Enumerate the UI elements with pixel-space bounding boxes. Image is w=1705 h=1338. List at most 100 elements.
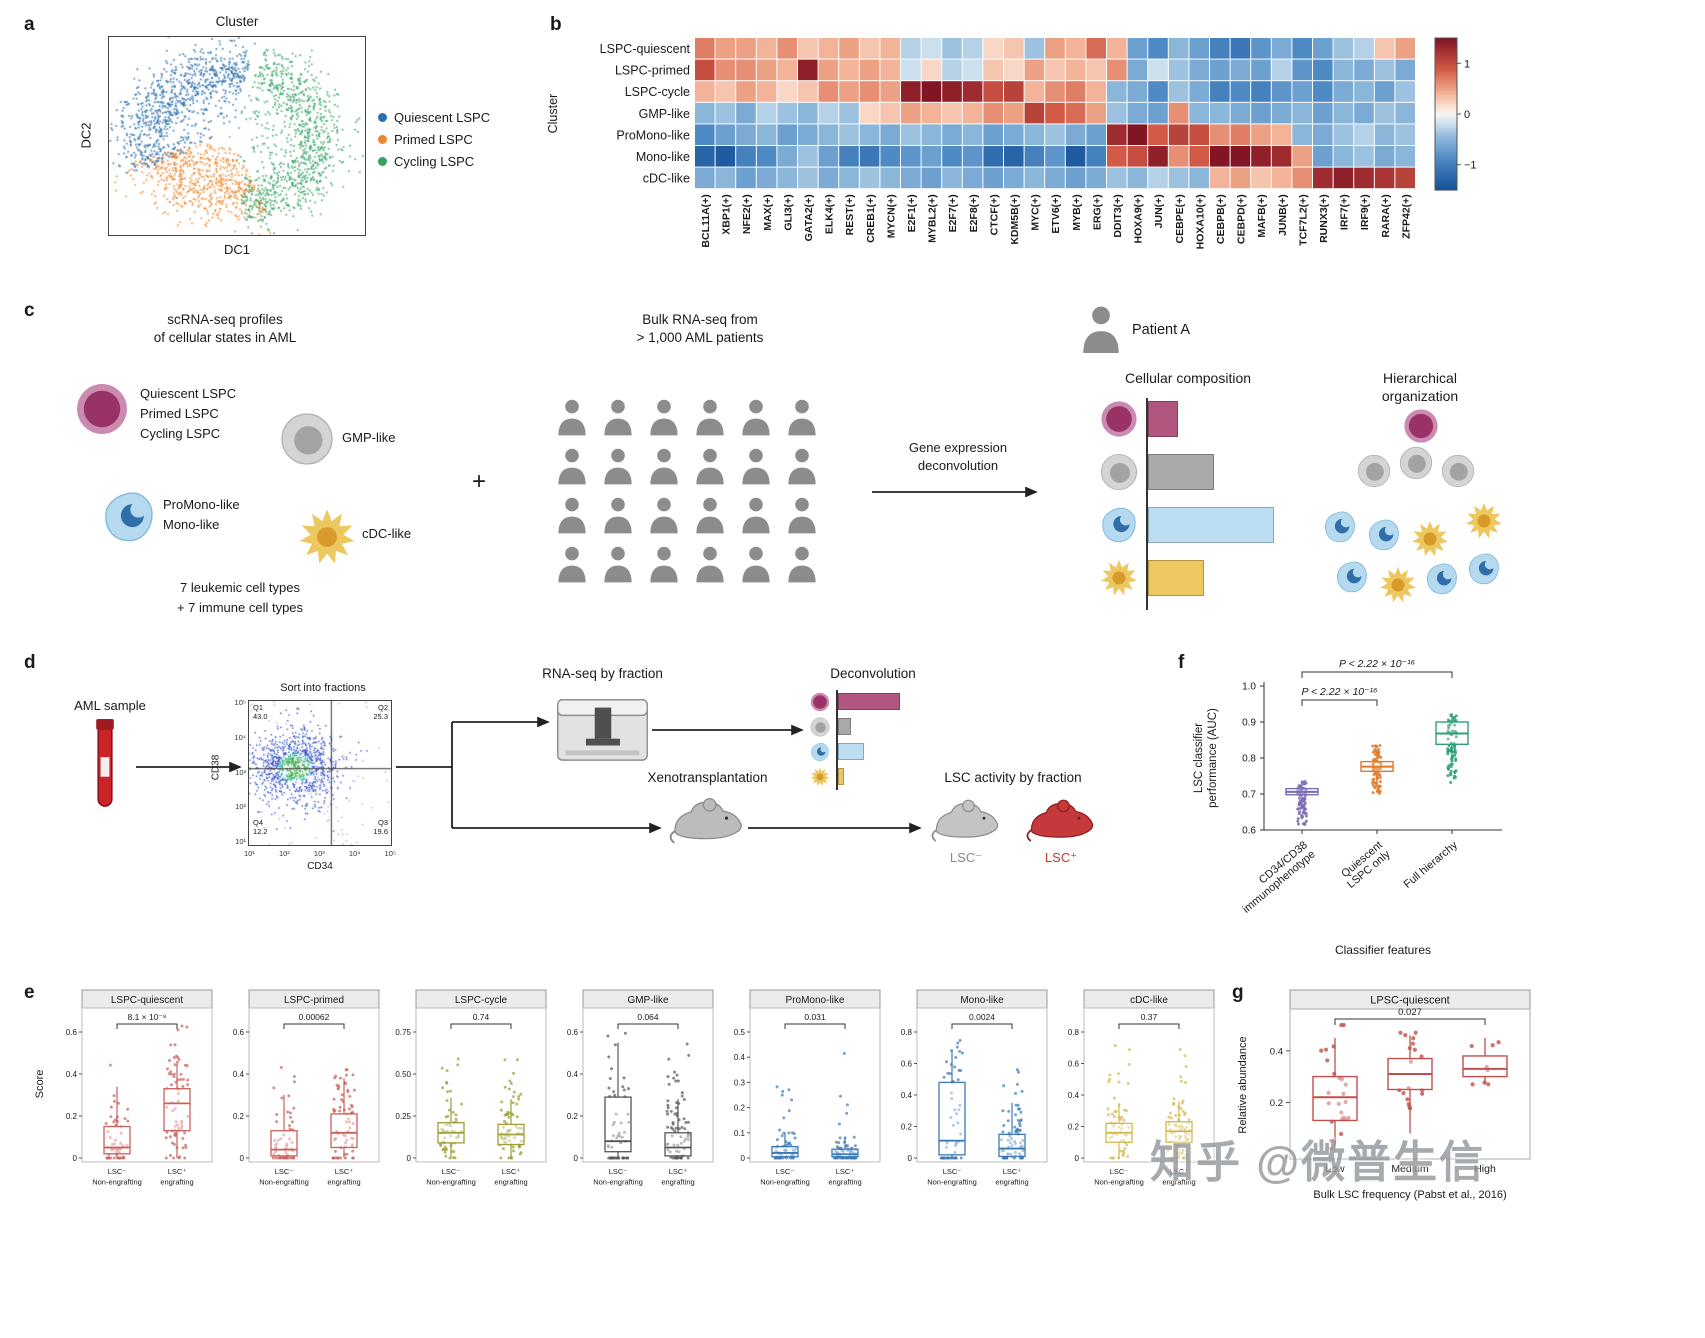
boxplot-LSPC-quiescent: LSPC-quiescent 0 0.2 0.4 0.6 8.1 × 10⁻⁸ LSC⁻ No… (66, 989, 213, 1187)
panel-letter-d: d (24, 652, 36, 673)
panel-d-arrows (136, 716, 922, 834)
svg-text:0.031: 0.031 (804, 1012, 826, 1022)
leukemic-count-line: 7 leukemic cell types (180, 580, 300, 595)
svg-text:0.8: 0.8 (1242, 754, 1256, 765)
svg-text:LSC⁻: LSC⁻ (776, 1167, 795, 1176)
composition-bar (1148, 454, 1214, 490)
lsc-positive-label: LSC⁺ (1044, 850, 1078, 865)
svg-text:8.1 × 10⁻⁸: 8.1 × 10⁻⁸ (127, 1012, 166, 1022)
svg-text:LSC⁻: LSC⁻ (943, 1167, 962, 1176)
svg-text:ZFP42(+): ZFP42(+) (1400, 194, 1412, 239)
svg-text:Mono-like: Mono-like (636, 150, 690, 164)
legend-dot-cycling (378, 156, 387, 166)
mono-cell-icon (1100, 506, 1138, 544)
flow-scatter-canvas (249, 701, 391, 845)
deconvolution-bar (838, 693, 900, 710)
svg-text:1.0: 1.0 (1242, 682, 1256, 693)
svg-text:0.4: 0.4 (1068, 1091, 1080, 1100)
svg-text:engrafting: engrafting (828, 1178, 861, 1187)
svg-text:0: 0 (574, 1154, 579, 1163)
svg-text:Full hierarchy: Full hierarchy (1402, 839, 1461, 891)
svg-text:MYC(+): MYC(+) (1030, 194, 1042, 230)
legend-label: Quiescent LSPC (394, 109, 491, 125)
patient-person-icon (556, 447, 588, 485)
patient-person-icon (694, 545, 726, 583)
patient-person-icon (786, 496, 818, 534)
patient-person-icon (786, 545, 818, 583)
svg-text:0.4: 0.4 (734, 1053, 746, 1062)
svg-text:engrafting: engrafting (661, 1178, 694, 1187)
svg-text:LSC⁺: LSC⁺ (1170, 1167, 1189, 1176)
xenotransplantation-label: Xenotransplantation (647, 770, 768, 785)
svg-text:0.74: 0.74 (473, 1012, 490, 1022)
cdc-cell-icon (1411, 520, 1449, 558)
svg-text:0: 0 (741, 1154, 746, 1163)
svg-text:Non-engrafting: Non-engrafting (927, 1178, 977, 1187)
sort-fractions-title: Sort into fractions (280, 682, 366, 694)
patient-person-icon (740, 545, 772, 583)
svg-text:Mono-like: Mono-like (960, 995, 1004, 1006)
deconv-arrow-label-line1: Gene expression (908, 440, 1008, 455)
svg-text:Low: Low (1325, 1163, 1345, 1175)
svg-text:LSPC-quiescent: LSPC-quiescent (600, 42, 691, 56)
classifier-auc-boxplot: 0.6 0.7 0.8 0.9 1.0 LSC classifier performance… (1193, 658, 1502, 957)
watermark: 知乎 @微普生信 (1150, 1138, 1486, 1187)
svg-text:Cluster: Cluster (546, 94, 560, 134)
svg-text:0.00062: 0.00062 (299, 1012, 330, 1022)
svg-text:ProMono-like: ProMono-like (616, 128, 690, 142)
panel-letter-g: g (1232, 982, 1244, 1003)
boxplot-GMP-like: GMP-like 0 0.2 0.4 0.6 0.064 LSC⁻ Non-engraftin… (567, 989, 714, 1187)
svg-text:0.6: 0.6 (901, 1060, 913, 1069)
svg-text:LSC⁺: LSC⁺ (335, 1167, 354, 1176)
boxplot-Mono-like: Mono-like 0 0.2 0.4 0.6 0.8 0.0024 LSC⁻ Non-engr… (901, 989, 1048, 1187)
scatter-xlabel: DC1 (223, 242, 250, 257)
legend-item: Primed LSPC (378, 128, 490, 150)
svg-text:LSC⁺: LSC⁺ (1003, 1167, 1022, 1176)
score-ylabel: Score (34, 1069, 46, 1099)
lspc-cell-icon (810, 692, 830, 712)
svg-text:0.8: 0.8 (901, 1028, 913, 1037)
legend-label: Cycling LSPC (394, 153, 475, 169)
svg-text:0.6: 0.6 (1242, 826, 1256, 837)
svg-text:Non-engrafting: Non-engrafting (593, 1178, 643, 1187)
deconvolution-mini-chart (810, 690, 930, 795)
svg-text:MYBL2(+): MYBL2(+) (927, 194, 939, 243)
svg-text:JUN(+): JUN(+) (1153, 194, 1165, 228)
patient-person-icon (694, 398, 726, 436)
svg-text:0.2: 0.2 (1068, 1123, 1080, 1132)
legend-item: Quiescent LSPC (378, 106, 490, 128)
patient-person-icon (602, 496, 634, 534)
panel-letter-f: f (1178, 652, 1185, 673)
svg-text:DDIT3(+): DDIT3(+) (1112, 194, 1124, 237)
scrnaseq-heading-line1: scRNA-seq profiles (167, 312, 283, 327)
lsc-positive-mouse-icon (1025, 792, 1097, 846)
svg-text:P < 2.22 × 10⁻¹⁶: P < 2.22 × 10⁻¹⁶ (1301, 686, 1378, 698)
svg-text:E2F7(+): E2F7(+) (947, 194, 959, 232)
svg-text:0.2: 0.2 (66, 1112, 78, 1121)
cdc-cell-icon (1100, 559, 1138, 597)
lsc-negative-mouse-icon (930, 792, 1002, 846)
svg-text:performance (AUC): performance (AUC) (1207, 708, 1219, 808)
patient-person-icon (648, 545, 680, 583)
svg-text:0.3: 0.3 (734, 1078, 746, 1087)
svg-text:0.5: 0.5 (734, 1028, 746, 1037)
svg-text:LSPC-cycle: LSPC-cycle (455, 995, 508, 1006)
patient-person-icon (740, 447, 772, 485)
composition-axis (1146, 398, 1148, 610)
legend-item: Cycling LSPC (378, 150, 490, 172)
svg-text:GMP-like: GMP-like (639, 107, 690, 121)
composition-bar (1148, 401, 1178, 437)
svg-text:LSC⁺: LSC⁺ (836, 1167, 855, 1176)
svg-text:0.6: 0.6 (66, 1028, 78, 1037)
svg-text:MYCN(+): MYCN(+) (885, 194, 897, 238)
svg-text:ERG(+): ERG(+) (1091, 194, 1103, 230)
svg-text:0.4: 0.4 (901, 1091, 913, 1100)
svg-text:LSC⁻: LSC⁻ (275, 1167, 294, 1176)
svg-text:engrafting: engrafting (1162, 1178, 1195, 1187)
gmp-cell-icon (1399, 446, 1433, 480)
svg-text:0.4: 0.4 (233, 1070, 245, 1079)
patient-person-icon (602, 398, 634, 436)
lsc-frequency-boxplot: LPSC-quiescent 0.2 0.4 Relative abundance 0.… (1237, 989, 1531, 1201)
quadrant-q1: Q1 43.0 (253, 703, 268, 721)
lsc-activity-label: LSC activity by fraction (944, 770, 1082, 785)
